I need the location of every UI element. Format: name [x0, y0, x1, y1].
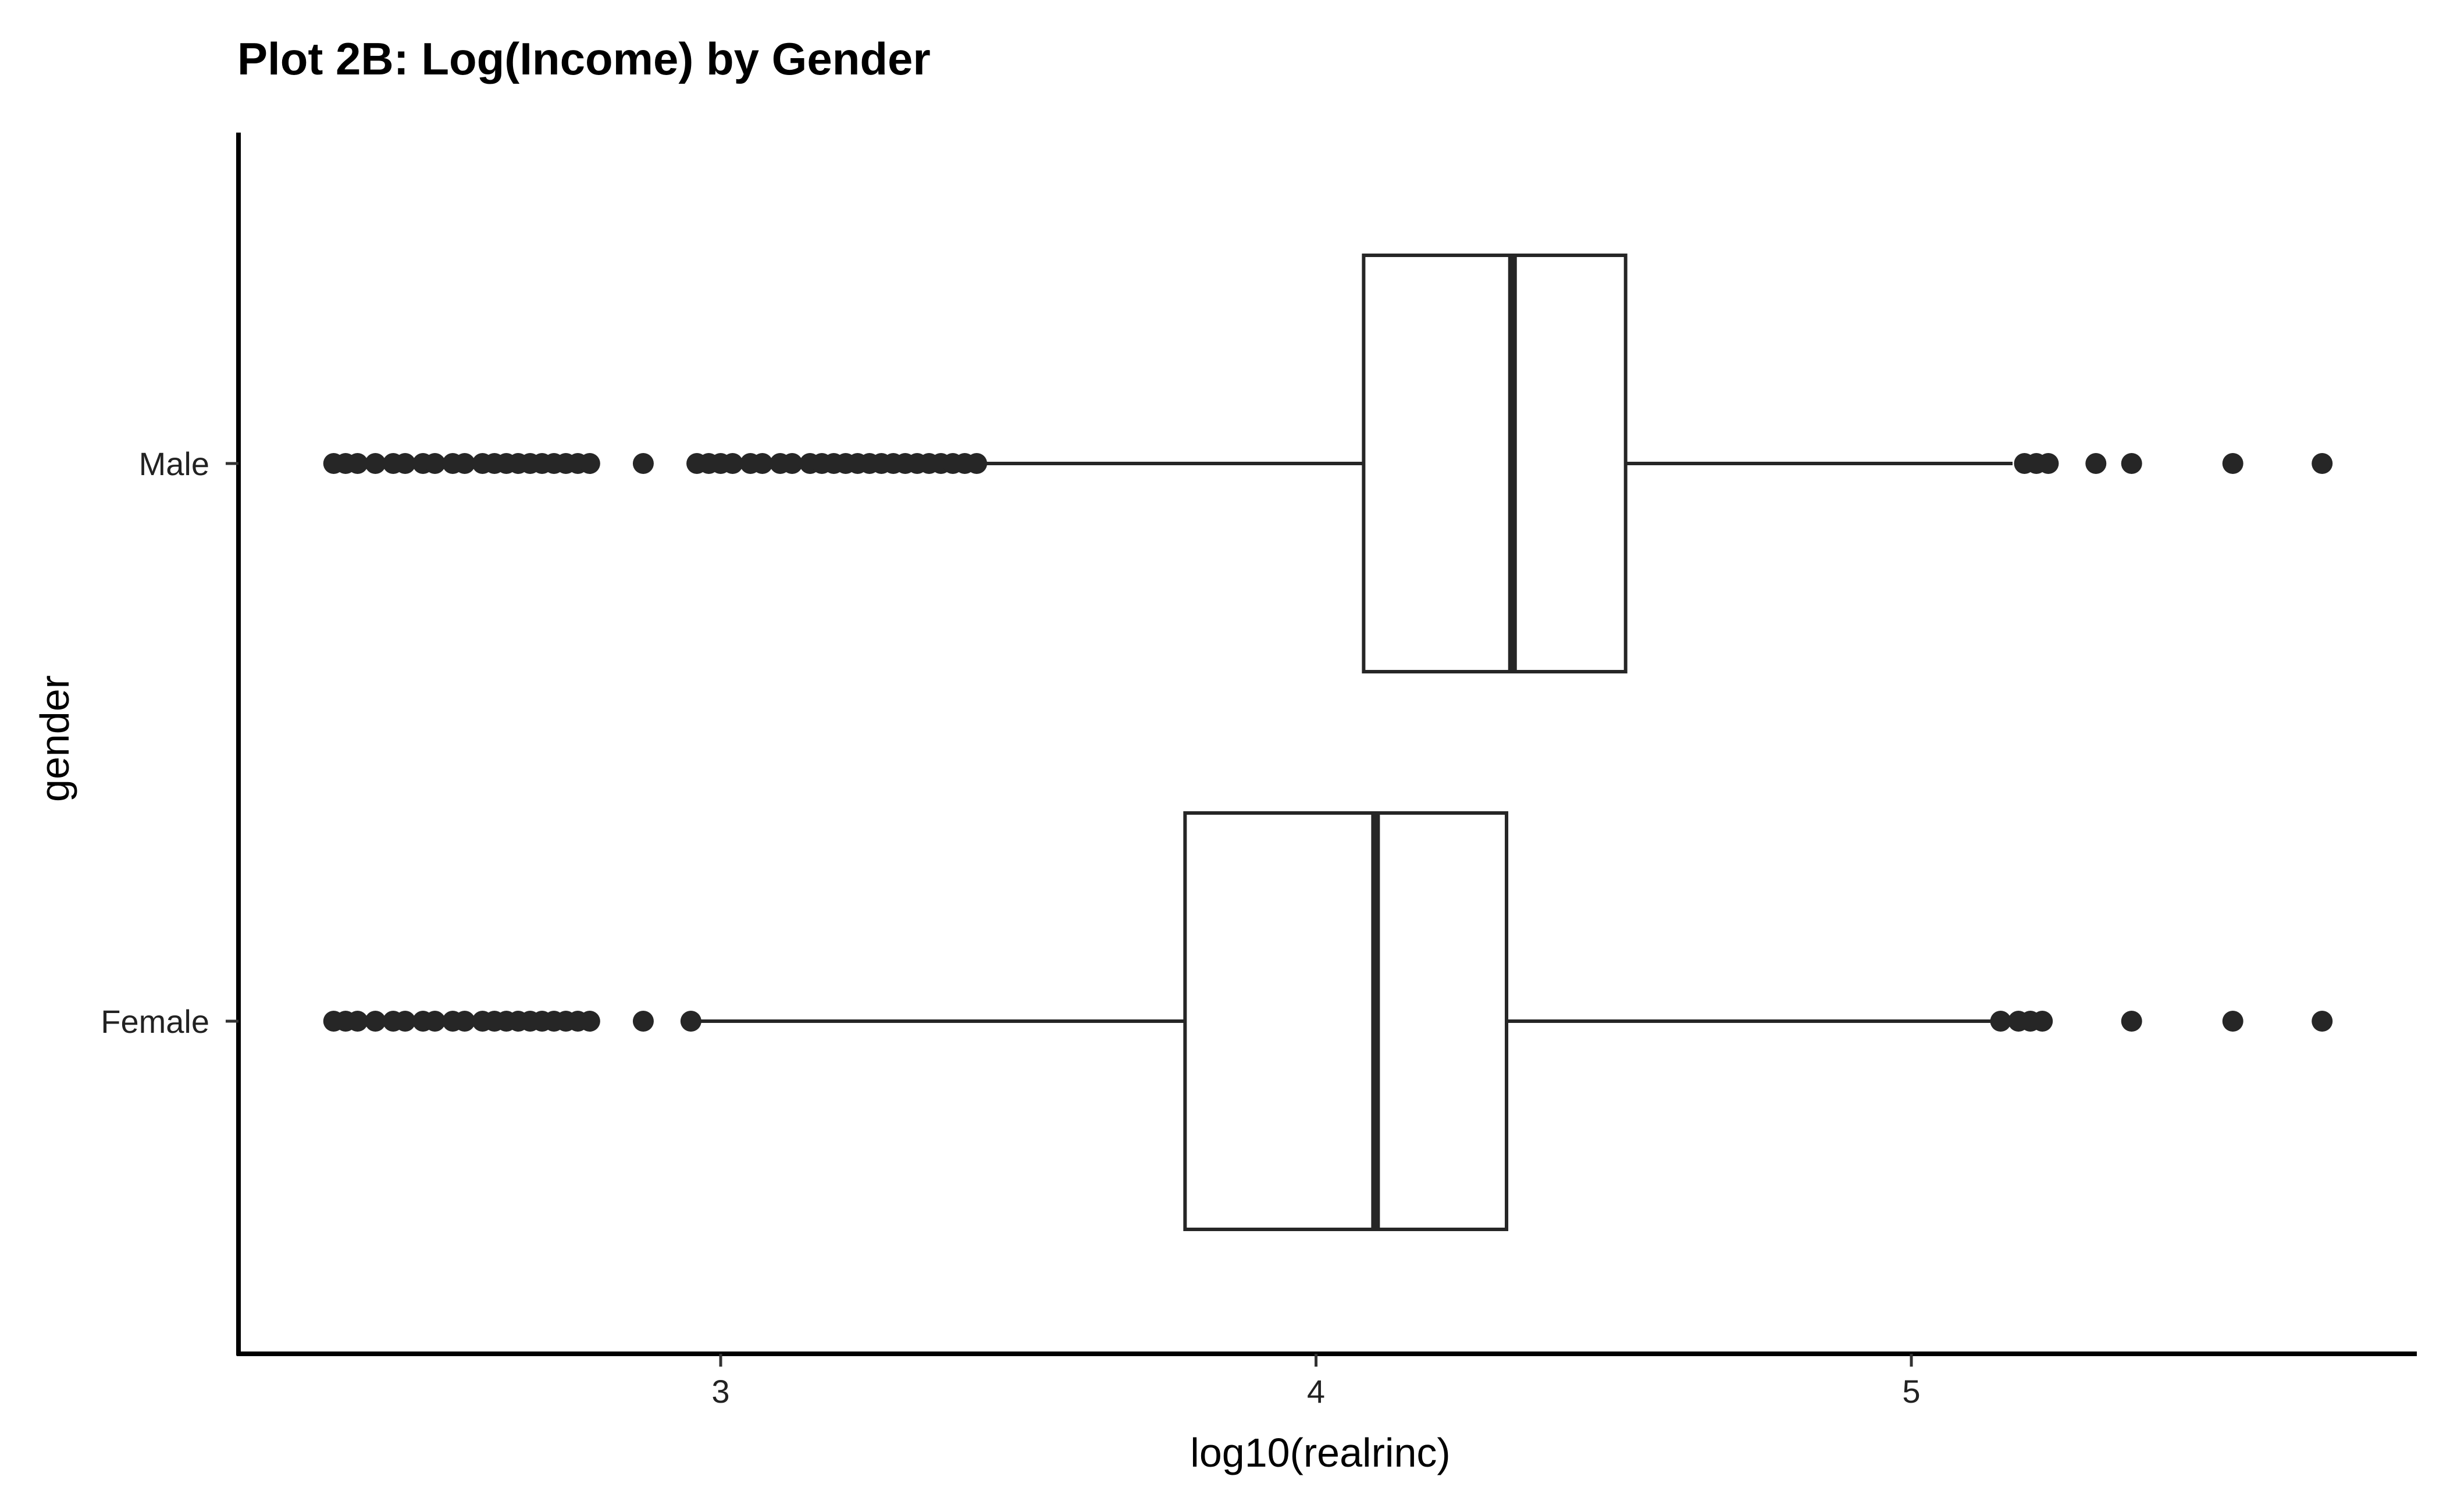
outlier-point: [454, 453, 475, 474]
outlier-point: [966, 453, 988, 474]
outlier-point: [632, 1011, 654, 1032]
outlier-point: [2038, 453, 2059, 474]
outlier-point: [632, 453, 654, 474]
outlier-point: [2222, 1011, 2243, 1032]
x-tick-label: 5: [1902, 1373, 1920, 1410]
y-tick-label-male: Male: [139, 445, 209, 482]
outlier-point: [752, 453, 773, 474]
series-female: Female: [101, 811, 2333, 1231]
outlier-point: [365, 1011, 386, 1032]
outlier-point: [347, 453, 368, 474]
series-male: Male: [139, 254, 2333, 673]
outlier-point: [424, 1011, 446, 1032]
plot-area: 3 4 5 Male Female: [101, 133, 2417, 1410]
outlier-point: [394, 453, 416, 474]
box-iqr: [1362, 254, 1628, 673]
outlier-point: [579, 453, 600, 474]
outlier-point: [2085, 453, 2107, 474]
outlier-point: [2121, 1011, 2142, 1032]
outlier-point: [365, 453, 386, 474]
x-axis-title: log10(realrinc): [1190, 1430, 1450, 1475]
outlier-point: [2312, 453, 2333, 474]
y-tick-label-female: Female: [101, 1003, 209, 1040]
box-iqr: [1183, 811, 1509, 1231]
outlier-point: [2312, 1011, 2333, 1032]
outlier-point: [424, 453, 446, 474]
outlier-point: [394, 1011, 416, 1032]
outlier-point: [454, 1011, 475, 1032]
outlier-point: [579, 1011, 600, 1032]
chart-title: Plot 2B: Log(Income) by Gender: [237, 33, 931, 84]
outlier-point: [781, 453, 803, 474]
x-tick-label: 3: [711, 1373, 729, 1410]
outlier-point: [722, 453, 743, 474]
x-tick-label: 4: [1307, 1373, 1325, 1410]
outlier-point: [2222, 453, 2243, 474]
outlier-point: [1990, 1011, 2011, 1032]
outlier-point: [347, 1011, 368, 1032]
outlier-point: [2032, 1011, 2053, 1032]
outlier-point: [2121, 453, 2142, 474]
y-axis-title: gender: [32, 675, 77, 802]
outlier-point: [680, 1011, 701, 1032]
